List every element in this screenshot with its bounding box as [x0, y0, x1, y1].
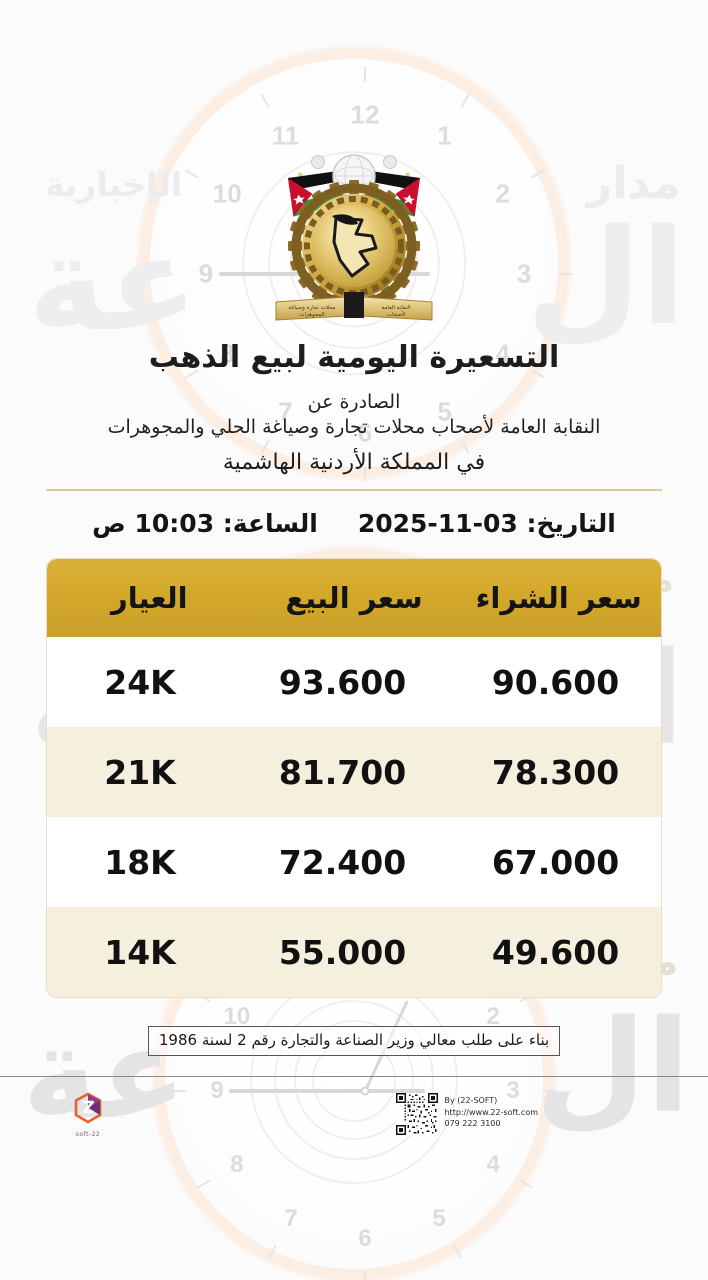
clock-number: 5 [432, 1205, 446, 1233]
subtitle-country: في المملكة الأردنية الهاشمية [222, 450, 486, 475]
cell-buy-price: 67.000 [491, 842, 620, 882]
svg-text:محلات تجارة وصياغة: محلات تجارة وصياغة [288, 305, 335, 311]
clock-tick [267, 1245, 277, 1259]
brand-logo-22soft: 22-soft [58, 1091, 118, 1138]
table-row: 49.600 55.000 14K [47, 907, 661, 997]
column-header-buy-price: سعر الشراء [475, 581, 642, 615]
clock-tick [519, 1179, 533, 1189]
table-row: 67.000 72.400 18K [47, 817, 661, 907]
cell-sell-price: 93.600 [278, 662, 407, 702]
jordan-goldsmiths-union-emblem-icon: محلات تجارة وصياغة المجوهرات النقابة الع… [275, 154, 433, 321]
cell-buy-price: 90.600 [491, 662, 620, 702]
table-row: 90.600 93.600 24K [47, 637, 661, 727]
credit-lines: By (22-SOFT) http://www.22-soft.com 079 … [444, 1093, 538, 1130]
credit-company: By (22-SOFT) [444, 1096, 498, 1105]
cell-karat: 18K [104, 842, 176, 882]
clock-number: 6 [358, 1225, 372, 1252]
credit-website[interactable]: http://www.22-soft.com [444, 1107, 538, 1117]
subtitle-organization: النقابة العامة لأصحاب محلات تجارة وصياغة… [107, 416, 601, 438]
time-text: الساعة: 10:03 ص [92, 509, 318, 538]
clock-number: 7 [284, 1205, 298, 1233]
clock-tick [460, 93, 470, 108]
clock-tick [453, 1245, 463, 1259]
subtitle-issued-by: الصادرة عن [307, 391, 401, 413]
clock-tick [260, 93, 270, 108]
legal-note-container: بناء على طلب معالي وزير الصناعة والتجارة… [0, 1026, 708, 1056]
credit-block: By (22-SOFT) http://www.22-soft.com 079 … [396, 1093, 538, 1135]
svg-text:المجوهرات: المجوهرات [299, 312, 325, 318]
gold-divider [46, 489, 662, 491]
footer: 22-soft [0, 1077, 708, 1169]
cube-logo-icon [74, 1092, 102, 1124]
page-title: التسعيرة اليومية لبيع الذهب [148, 340, 560, 375]
emblem-container: محلات تجارة وصياغة المجوهرات النقابة الع… [254, 138, 454, 330]
svg-text:لأصحاب: لأصحاب [387, 310, 405, 318]
content-layer: محلات تجارة وصياغة المجوهرات النقابة الع… [0, 138, 708, 1169]
cell-sell-price: 72.400 [278, 842, 407, 882]
cell-buy-price: 78.300 [491, 752, 620, 792]
column-header-sell-price: سعر البيع [285, 581, 423, 615]
date-text: التاريخ: 03-11-2025 [357, 509, 616, 538]
clock-tick [364, 1270, 366, 1280]
datetime-row: التاريخ: 03-11-2025 الساعة: 10:03 ص [0, 509, 708, 538]
clock-number: 12 [350, 99, 380, 130]
qr-code-icon [396, 1093, 439, 1135]
gold-price-table: سعر الشراء سعر البيع العيار 90.600 93.60… [46, 558, 662, 998]
brand-logo-caption: 22-soft [75, 1131, 101, 1138]
cell-sell-price: 81.700 [278, 752, 407, 792]
cell-karat: 14K [104, 932, 176, 972]
cell-karat: 24K [104, 662, 176, 702]
clock-tick [197, 1179, 211, 1189]
legal-note: بناء على طلب معالي وزير الصناعة والتجارة… [147, 1026, 561, 1056]
clock-tick [364, 66, 366, 82]
cell-buy-price: 49.600 [491, 932, 620, 972]
table-header-row: سعر الشراء سعر البيع العيار [47, 559, 661, 637]
column-header-karat: العيار [111, 581, 188, 615]
cell-sell-price: 55.000 [278, 932, 407, 972]
credit-phone: 079 222 3100 [444, 1119, 501, 1129]
svg-text:النقابة العامة: النقابة العامة [382, 305, 411, 311]
table-row: 78.300 81.700 21K [47, 727, 661, 817]
cell-karat: 21K [104, 752, 176, 792]
